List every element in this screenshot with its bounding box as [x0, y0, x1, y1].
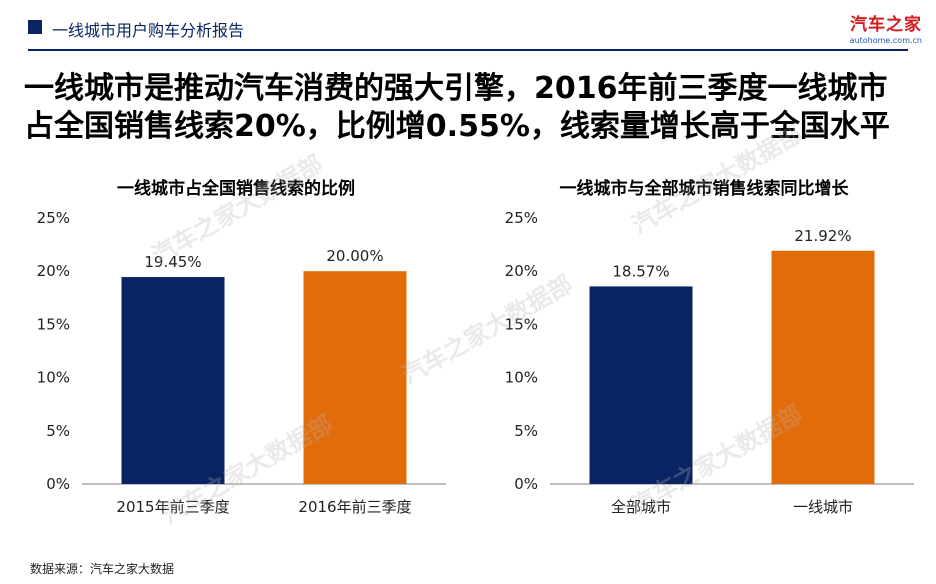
autohome-logo: 汽车之家 autohome.com.cn — [836, 10, 922, 45]
x-tick-label: 一线城市 — [793, 498, 853, 516]
header-square-icon — [28, 20, 42, 34]
chart-title: 一线城市占全国销售线索的比例 — [117, 179, 355, 199]
x-tick-label: 全部城市 — [611, 498, 671, 516]
chart-plot: 25% 20% 15% 10% 5% 0% 18.57% 全部城市 21.92% 一线城市 — [505, 209, 914, 516]
data-source: 数据来源：汽车之家大数据 — [30, 562, 175, 576]
data-label: 18.57% — [612, 262, 669, 280]
headline-line-1: 一线城市是推动汽车消费的强大引擎，2016年前三季度一线城市 — [24, 71, 888, 106]
page-header: 一线城市用户购车分析报告 汽车之家 autohome.com.cn — [0, 0, 936, 58]
y-tick-label: 20% — [37, 262, 70, 280]
y-tick-label: 10% — [37, 369, 70, 387]
header-divider — [28, 49, 908, 51]
y-tick-label: 0% — [46, 475, 70, 493]
data-label: 19.45% — [144, 253, 201, 271]
x-tick-label: 2016年前三季度 — [298, 498, 411, 516]
y-tick-label: 10% — [505, 369, 538, 387]
chart-plot: 25% 20% 15% 10% 5% 0% 19.45% 2015年前三季度 20.00% 201… — [37, 209, 446, 516]
y-tick-label: 5% — [46, 422, 70, 440]
y-tick-label: 20% — [505, 262, 538, 280]
chart-yoy-growth: 一线城市与全部城市销售线索同比增长 25% 20% 15% 10% 5% 0% 18.57%… — [484, 168, 924, 532]
data-label: 21.92% — [794, 227, 851, 245]
headline-line-2: 占全国销售线索20%，比例增0.55%，线索量增长高于全国水平 — [24, 109, 890, 144]
bar — [771, 250, 875, 484]
y-tick-label: 5% — [514, 422, 538, 440]
headline: 一线城市是推动汽车消费的强大引擎，2016年前三季度一线城市 占全国销售线索20… — [24, 70, 924, 146]
logo-en-text: autohome.com.cn — [849, 36, 922, 45]
data-label: 20.00% — [326, 247, 383, 265]
y-tick-label: 15% — [37, 315, 70, 333]
y-tick-label: 0% — [514, 475, 538, 493]
y-tick-label: 15% — [505, 315, 538, 333]
bar — [121, 277, 225, 484]
x-tick-label: 2015年前三季度 — [116, 498, 229, 516]
header-title: 一线城市用户购车分析报告 — [52, 21, 245, 40]
y-tick-label: 25% — [37, 209, 70, 227]
logo-cn-text: 汽车之家 — [850, 15, 922, 35]
bar — [303, 271, 407, 484]
y-tick-label: 25% — [505, 209, 538, 227]
bar — [589, 286, 693, 484]
chart-title: 一线城市与全部城市销售线索同比增长 — [559, 179, 849, 199]
chart-share-of-leads: 一线城市占全国销售线索的比例 25% 20% 15% 10% 5% 0% 19.45% 201… — [16, 168, 456, 532]
